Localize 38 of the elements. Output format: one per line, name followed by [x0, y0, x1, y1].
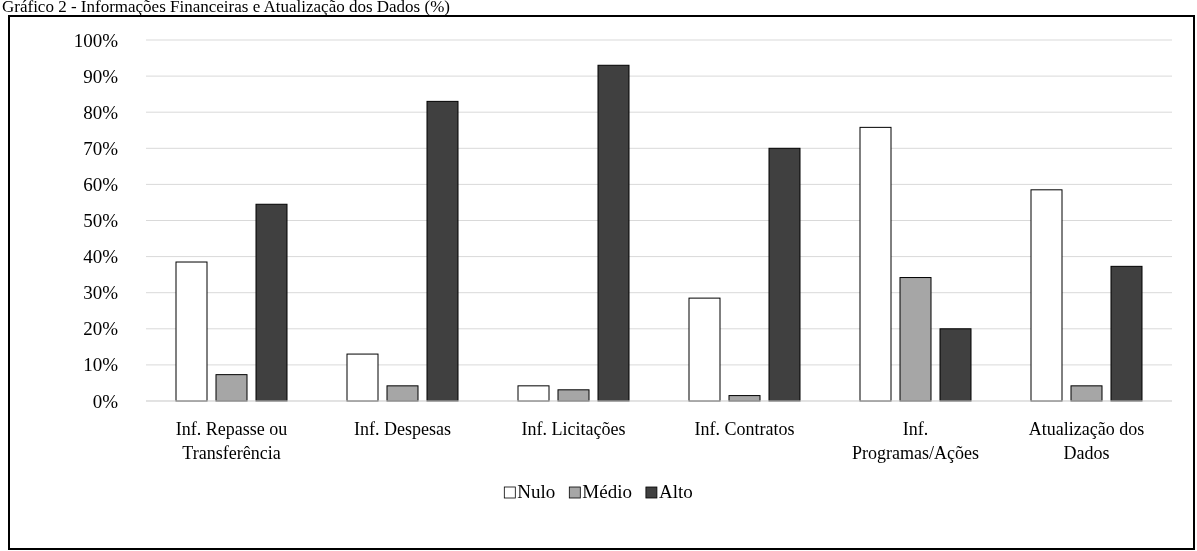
bar: [899, 277, 932, 402]
bar: [597, 64, 630, 402]
bar: [517, 385, 550, 402]
y-tick-label: 10%: [83, 354, 119, 376]
y-tick-label: 60%: [83, 173, 119, 195]
y-tick-label: 0%: [92, 390, 119, 412]
bar: [1030, 189, 1063, 402]
bar: [175, 261, 208, 402]
y-tick-label: 20%: [83, 318, 119, 340]
bar: [1070, 385, 1103, 402]
bar: [255, 203, 288, 402]
bar: [426, 100, 459, 402]
legend-label: Alto: [658, 481, 693, 502]
bar: [688, 297, 721, 402]
y-tick-label: 40%: [83, 246, 119, 268]
y-tick-label: 100%: [73, 29, 119, 51]
chart-title: Gráfico 2 - Informações Financeiras e Atualização dos Dados (%): [2, 0, 450, 16]
bar: [557, 389, 590, 402]
y-tick-label: 50%: [83, 210, 119, 232]
legend-label: Médio: [582, 481, 632, 502]
x-tick-label: Inf. Programas/Ações: [852, 419, 979, 463]
x-tick-label: Inf. Licitações: [521, 419, 626, 439]
bar: [386, 385, 419, 402]
bar: [1110, 265, 1143, 402]
y-tick-label: 30%: [83, 282, 119, 304]
bar: [939, 328, 972, 402]
x-tick-label: Atualização dos Dados: [1028, 419, 1145, 463]
bar: [859, 126, 892, 402]
x-tick-label: Inf. Repasse ou Transferência: [175, 419, 288, 463]
y-tick-label: 80%: [83, 101, 119, 123]
y-tick-label: 70%: [83, 137, 119, 159]
y-tick-label: 90%: [83, 65, 119, 87]
bar: [768, 147, 801, 402]
bar: [346, 353, 379, 402]
x-tick-label: Inf. Contratos: [694, 419, 795, 439]
legend-label: Nulo: [517, 481, 556, 502]
bar: [215, 374, 248, 402]
x-tick-label: Inf. Despesas: [354, 419, 451, 439]
